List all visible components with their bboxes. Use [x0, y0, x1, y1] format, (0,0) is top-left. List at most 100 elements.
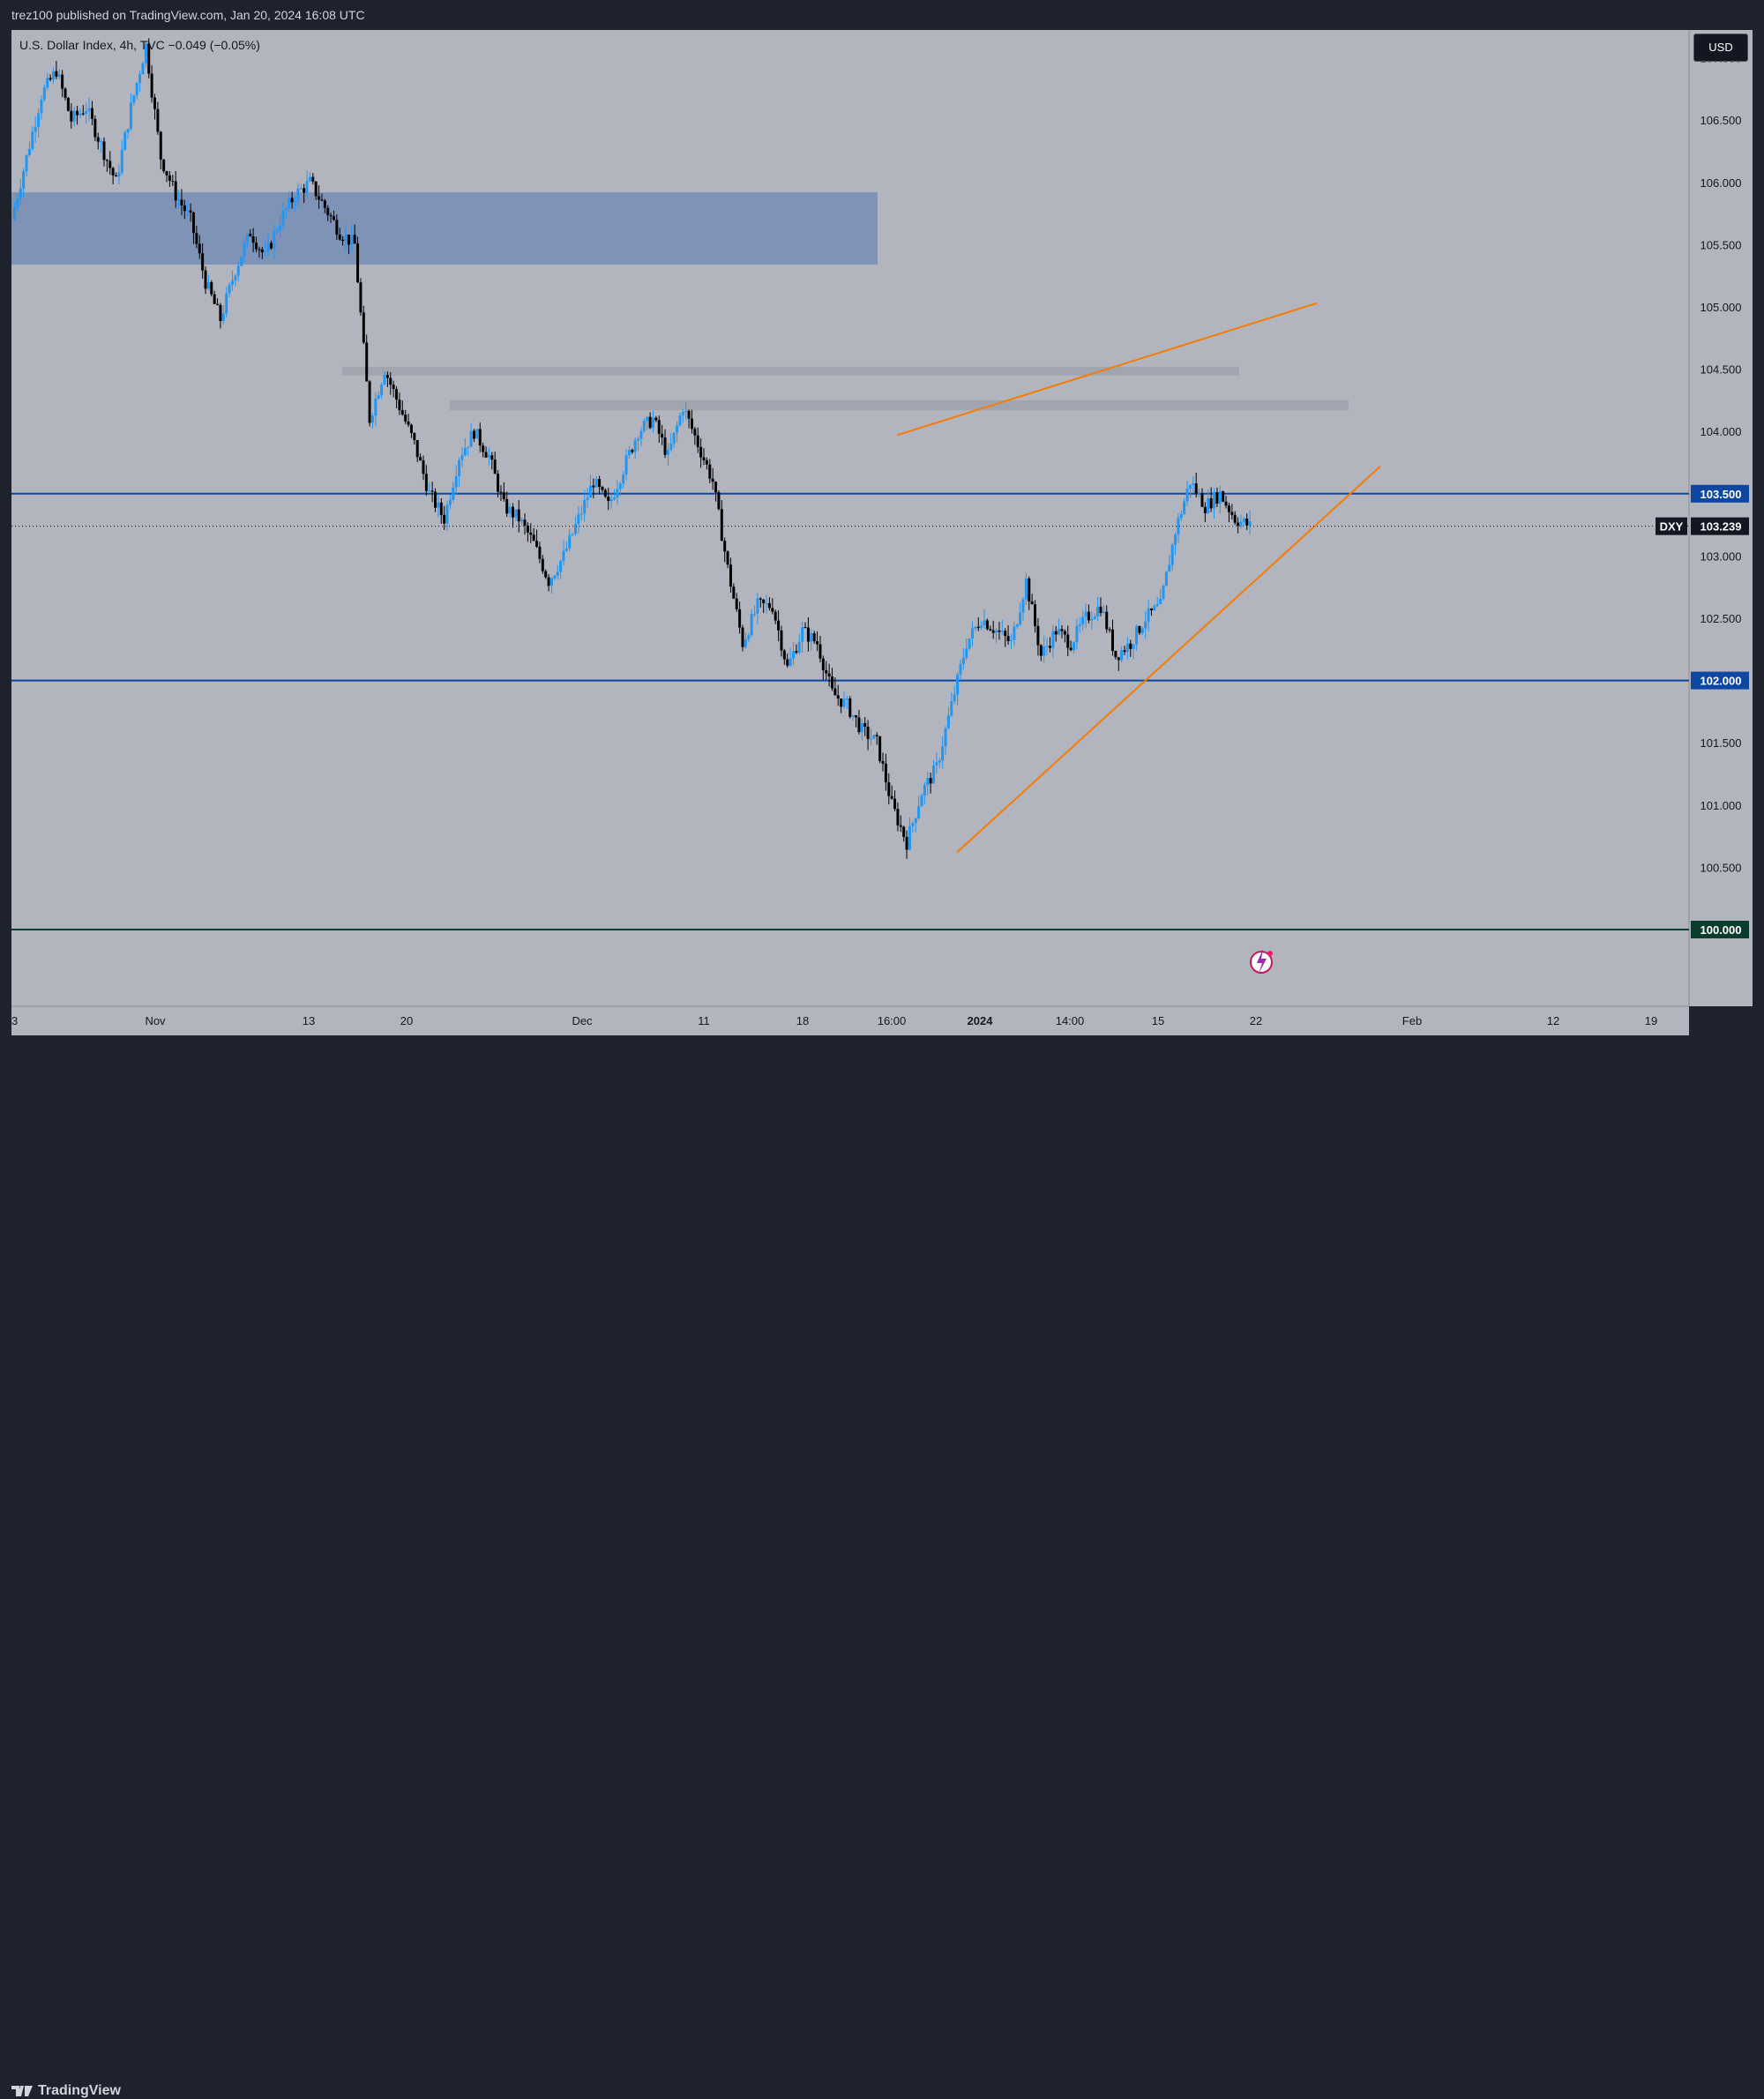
candle-body — [878, 736, 882, 762]
candle-body — [1168, 564, 1171, 572]
candle-body — [950, 701, 953, 716]
tradingview-logo[interactable]: TradingView — [11, 2083, 121, 2099]
y-tick-label: 101.500 — [1700, 736, 1742, 750]
candle-body — [159, 131, 162, 160]
candle-body — [243, 243, 246, 258]
candle-body — [55, 71, 58, 77]
candle-body — [1248, 521, 1252, 526]
candle-body — [648, 416, 652, 429]
candle-body — [741, 627, 744, 647]
candle-body — [499, 491, 503, 493]
candle-body — [529, 532, 533, 535]
candle-body — [305, 181, 309, 193]
candle-body — [210, 281, 213, 295]
candle-body — [1006, 636, 1010, 641]
candle-body — [579, 513, 583, 515]
candle-body — [1036, 625, 1040, 646]
candle-body — [1075, 625, 1079, 643]
candle-body — [547, 577, 550, 586]
candle-body — [687, 410, 691, 419]
candle-body — [350, 235, 354, 245]
candle-body — [592, 485, 595, 488]
candle-body — [1043, 646, 1046, 656]
candle-body — [1108, 629, 1111, 631]
candle-body — [848, 698, 852, 717]
candle-body — [541, 558, 544, 571]
candle-body — [1239, 521, 1243, 527]
candle-body — [413, 432, 416, 440]
candle-body — [177, 199, 181, 201]
candle-body — [1149, 608, 1153, 611]
candle-body — [818, 644, 822, 659]
channel-lower-line[interactable] — [956, 465, 1381, 854]
chart-panel[interactable]: 103.500102.000100.000107.000106.500106.0… — [11, 30, 1753, 1035]
candle-body — [603, 489, 607, 497]
supply-zone[interactable] — [11, 192, 878, 265]
candle-body — [385, 375, 389, 378]
candle-body — [980, 625, 983, 629]
price-chart[interactable]: 103.500102.000100.000107.000106.500106.0… — [11, 30, 1753, 1035]
candle-body — [135, 83, 138, 96]
level-price-label: 103.500 — [1700, 488, 1742, 501]
candle-body — [186, 210, 190, 212]
candle-body — [398, 400, 401, 411]
channel-upper-line[interactable] — [896, 302, 1318, 437]
candle-body — [1140, 628, 1144, 633]
candle-body — [415, 439, 419, 458]
symbol-tag-label: DXY — [1660, 520, 1684, 534]
candle-body — [120, 150, 123, 173]
x-tick-label: Feb — [1402, 1014, 1422, 1027]
time-axis[interactable] — [11, 1006, 1689, 1035]
lightning-event-icon[interactable] — [1250, 949, 1273, 974]
candle-body — [1227, 505, 1230, 512]
candle-body — [87, 108, 91, 111]
currency-button[interactable]: USD — [1693, 34, 1748, 62]
candle-body — [672, 432, 676, 444]
candle-body — [564, 548, 568, 551]
candle-body — [183, 205, 186, 212]
candle-body — [690, 418, 693, 430]
candle-body — [57, 74, 61, 77]
candle-body — [1058, 629, 1061, 635]
candle-body — [1218, 491, 1222, 504]
candle-body — [1120, 650, 1124, 661]
candle-body — [123, 132, 127, 151]
candle-body — [1048, 646, 1051, 648]
candle-body — [284, 208, 288, 211]
candle-body — [1153, 606, 1156, 611]
candle-body — [782, 650, 786, 660]
candle-body — [108, 161, 112, 168]
x-tick-label: 15 — [1152, 1014, 1164, 1027]
candle-body — [290, 198, 294, 203]
candle-body — [905, 836, 908, 850]
candle-body — [198, 243, 201, 254]
candle-body — [487, 455, 490, 458]
candle-body — [767, 602, 771, 609]
level-price-label: 100.000 — [1700, 923, 1742, 937]
candle-body — [840, 698, 843, 707]
candle-body — [720, 509, 723, 542]
candle-body — [789, 658, 792, 666]
x-tick-label: 19 — [1645, 1014, 1657, 1027]
x-tick-label: 13 — [303, 1014, 315, 1027]
candle-body — [1110, 629, 1114, 651]
candle-body — [81, 113, 85, 115]
candle-body — [735, 598, 738, 609]
candle-body — [206, 281, 210, 289]
candle-body — [100, 141, 103, 143]
candle-body — [726, 551, 729, 565]
candle-body — [791, 651, 795, 659]
candle-body — [341, 239, 345, 242]
candle-body — [1222, 491, 1225, 502]
resistance-zone[interactable] — [342, 366, 1239, 376]
candle-body — [1138, 626, 1141, 633]
candle-body — [881, 761, 885, 764]
candle-body — [508, 506, 512, 514]
candle-body — [944, 728, 947, 747]
candle-body — [1021, 599, 1025, 613]
resistance-zone[interactable] — [450, 400, 1349, 411]
candle-body — [201, 253, 205, 271]
candle-body — [836, 695, 840, 699]
candle-body — [1066, 634, 1070, 648]
candle-body — [887, 782, 891, 796]
